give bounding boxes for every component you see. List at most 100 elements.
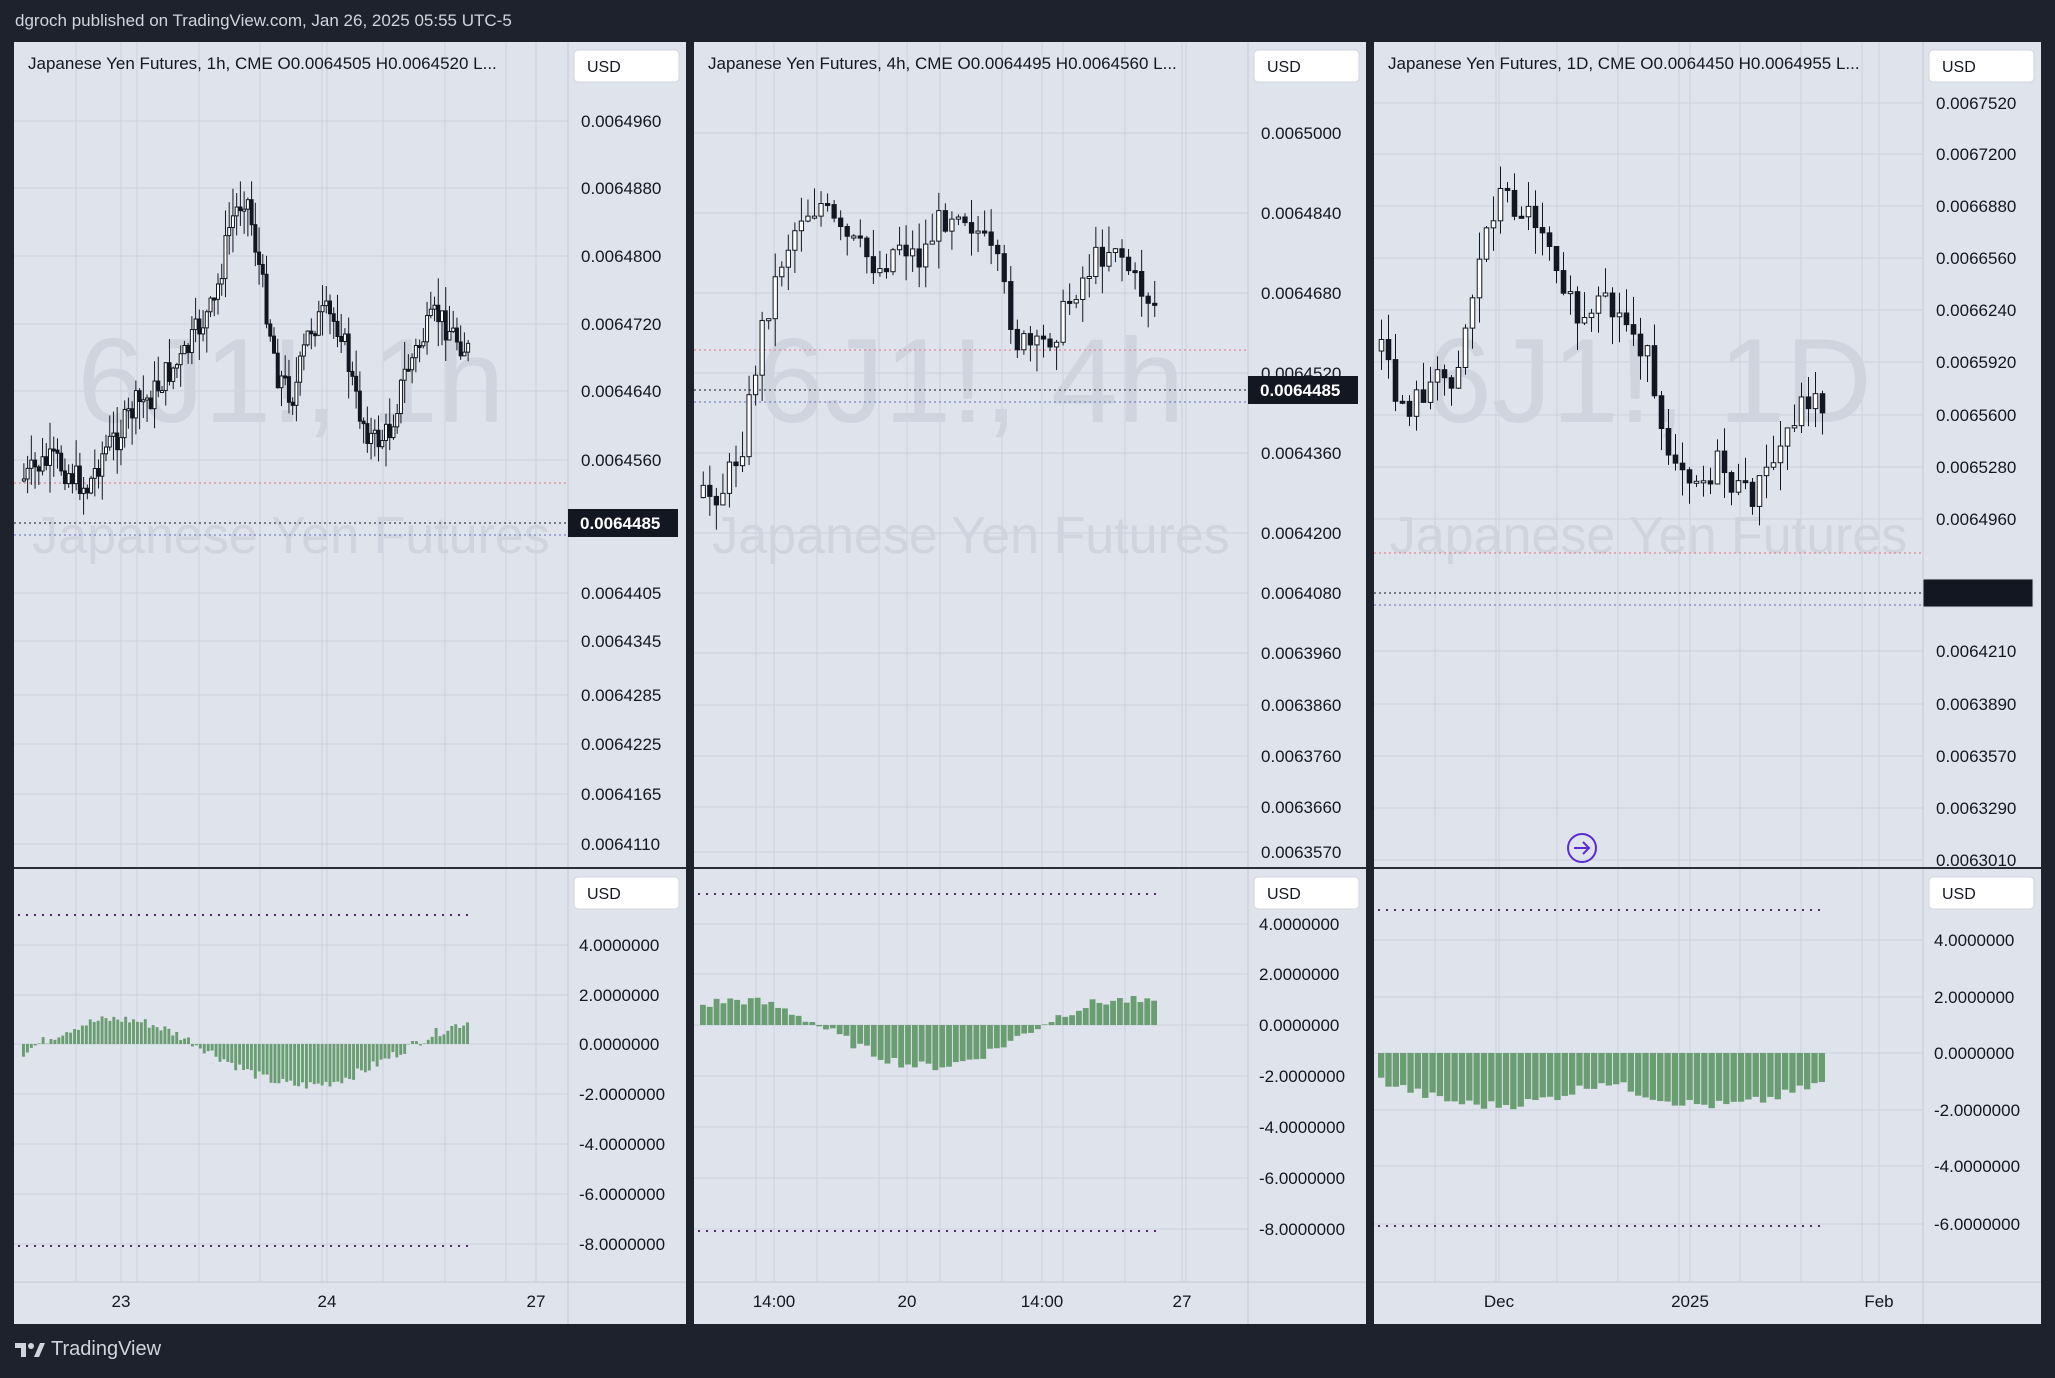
candle[interactable] [447, 305, 452, 341]
candles[interactable] [21, 181, 471, 515]
candle[interactable] [440, 310, 444, 346]
candle[interactable] [1819, 390, 1826, 435]
candle[interactable] [864, 235, 870, 274]
candle[interactable] [1112, 248, 1119, 263]
candle[interactable] [309, 318, 314, 350]
candle[interactable] [1067, 283, 1073, 316]
candle[interactable] [1511, 173, 1518, 221]
candle[interactable] [949, 211, 955, 250]
candle[interactable] [798, 197, 805, 252]
candle[interactable] [1441, 364, 1448, 396]
candle[interactable] [1145, 292, 1151, 328]
candle[interactable] [1546, 226, 1553, 261]
chart-panel-1h[interactable]: 6J1!, 1h Japanese Yen Futures Japanese Yen… [14, 42, 686, 1324]
candle[interactable] [1595, 286, 1602, 333]
candle[interactable] [896, 226, 903, 256]
candle[interactable] [1525, 182, 1532, 231]
candle[interactable] [1714, 439, 1721, 485]
candle[interactable] [402, 341, 407, 404]
candle[interactable] [137, 388, 142, 430]
candle[interactable] [1567, 275, 1574, 315]
candle[interactable] [186, 343, 191, 364]
candle[interactable] [1735, 463, 1742, 496]
candle[interactable] [1805, 376, 1812, 427]
candle[interactable] [163, 362, 168, 406]
candle[interactable] [372, 419, 377, 457]
candle[interactable] [942, 203, 948, 233]
currency-button[interactable]: USD [1253, 49, 1360, 83]
candle[interactable] [384, 413, 388, 467]
candle[interactable] [331, 307, 336, 339]
candle[interactable] [294, 357, 299, 422]
candle[interactable] [458, 325, 463, 360]
candle[interactable] [201, 309, 206, 342]
candle[interactable] [130, 401, 135, 445]
candle[interactable] [395, 403, 400, 434]
candle[interactable] [365, 406, 370, 453]
candle[interactable] [1469, 294, 1476, 349]
candle[interactable] [361, 417, 366, 444]
candle[interactable] [178, 345, 183, 387]
candle[interactable] [320, 285, 325, 336]
candle[interactable] [66, 464, 71, 488]
candle[interactable] [376, 415, 381, 462]
candle[interactable] [1001, 244, 1007, 294]
candle[interactable] [141, 375, 146, 418]
candle[interactable] [70, 463, 75, 494]
candle[interactable] [350, 361, 355, 386]
candle[interactable] [1798, 382, 1805, 434]
candle[interactable] [877, 250, 883, 277]
candle[interactable] [844, 223, 850, 256]
candle[interactable] [766, 318, 772, 330]
chart-svg[interactable]: 6J1!, 4h Japanese Yen Futures Japanese Yen… [694, 42, 1366, 1324]
candle[interactable] [746, 375, 752, 465]
candle[interactable] [305, 330, 310, 347]
candle[interactable] [1125, 249, 1132, 276]
candle[interactable] [301, 333, 306, 371]
candle[interactable] [929, 213, 935, 245]
candle[interactable] [1034, 329, 1040, 372]
chart-panel-4h[interactable]: 6J1!, 4h Japanese Yen Futures Japanese Yen… [694, 42, 1366, 1324]
candle[interactable] [25, 455, 30, 494]
candle[interactable] [1756, 475, 1763, 526]
candle[interactable] [81, 477, 86, 515]
candle[interactable] [1637, 317, 1644, 380]
candle[interactable] [223, 210, 228, 298]
candle[interactable] [357, 371, 362, 429]
candles[interactable] [1378, 166, 1826, 526]
candle[interactable] [1742, 457, 1749, 490]
candle[interactable] [1630, 296, 1637, 347]
candle[interactable] [107, 415, 112, 451]
candle[interactable] [342, 328, 347, 346]
candle[interactable] [1106, 226, 1112, 272]
candle[interactable] [425, 301, 430, 355]
candle[interactable] [988, 209, 994, 265]
tradingview-brand[interactable]: TradingView [15, 1338, 161, 1361]
currency-button[interactable]: USD [573, 49, 680, 83]
candle[interactable] [1119, 239, 1125, 282]
candle[interactable] [739, 431, 746, 473]
candle[interactable] [257, 227, 262, 285]
candle[interactable] [1027, 326, 1034, 362]
candle[interactable] [391, 414, 396, 440]
candle[interactable] [33, 452, 38, 489]
candle[interactable] [890, 247, 896, 276]
candles[interactable] [700, 188, 1158, 530]
candle[interactable] [227, 202, 232, 255]
candle[interactable] [1532, 190, 1539, 254]
candle[interactable] [40, 437, 45, 476]
candle[interactable] [1008, 266, 1014, 344]
candle[interactable] [100, 441, 105, 500]
candle[interactable] [406, 354, 411, 372]
candle[interactable] [1392, 333, 1399, 412]
candle[interactable] [417, 339, 422, 363]
candle[interactable] [792, 222, 798, 273]
candle[interactable] [903, 225, 909, 281]
candle[interactable] [36, 464, 41, 485]
symbol-legend[interactable]: Japanese Yen Futures, 1D, CME O0.0064450… [1388, 54, 1860, 73]
osc-currency-button[interactable]: USD [573, 876, 680, 910]
candle[interactable] [346, 317, 351, 399]
candle[interactable] [1060, 289, 1066, 346]
candle[interactable] [111, 411, 116, 461]
candle[interactable] [975, 216, 981, 253]
